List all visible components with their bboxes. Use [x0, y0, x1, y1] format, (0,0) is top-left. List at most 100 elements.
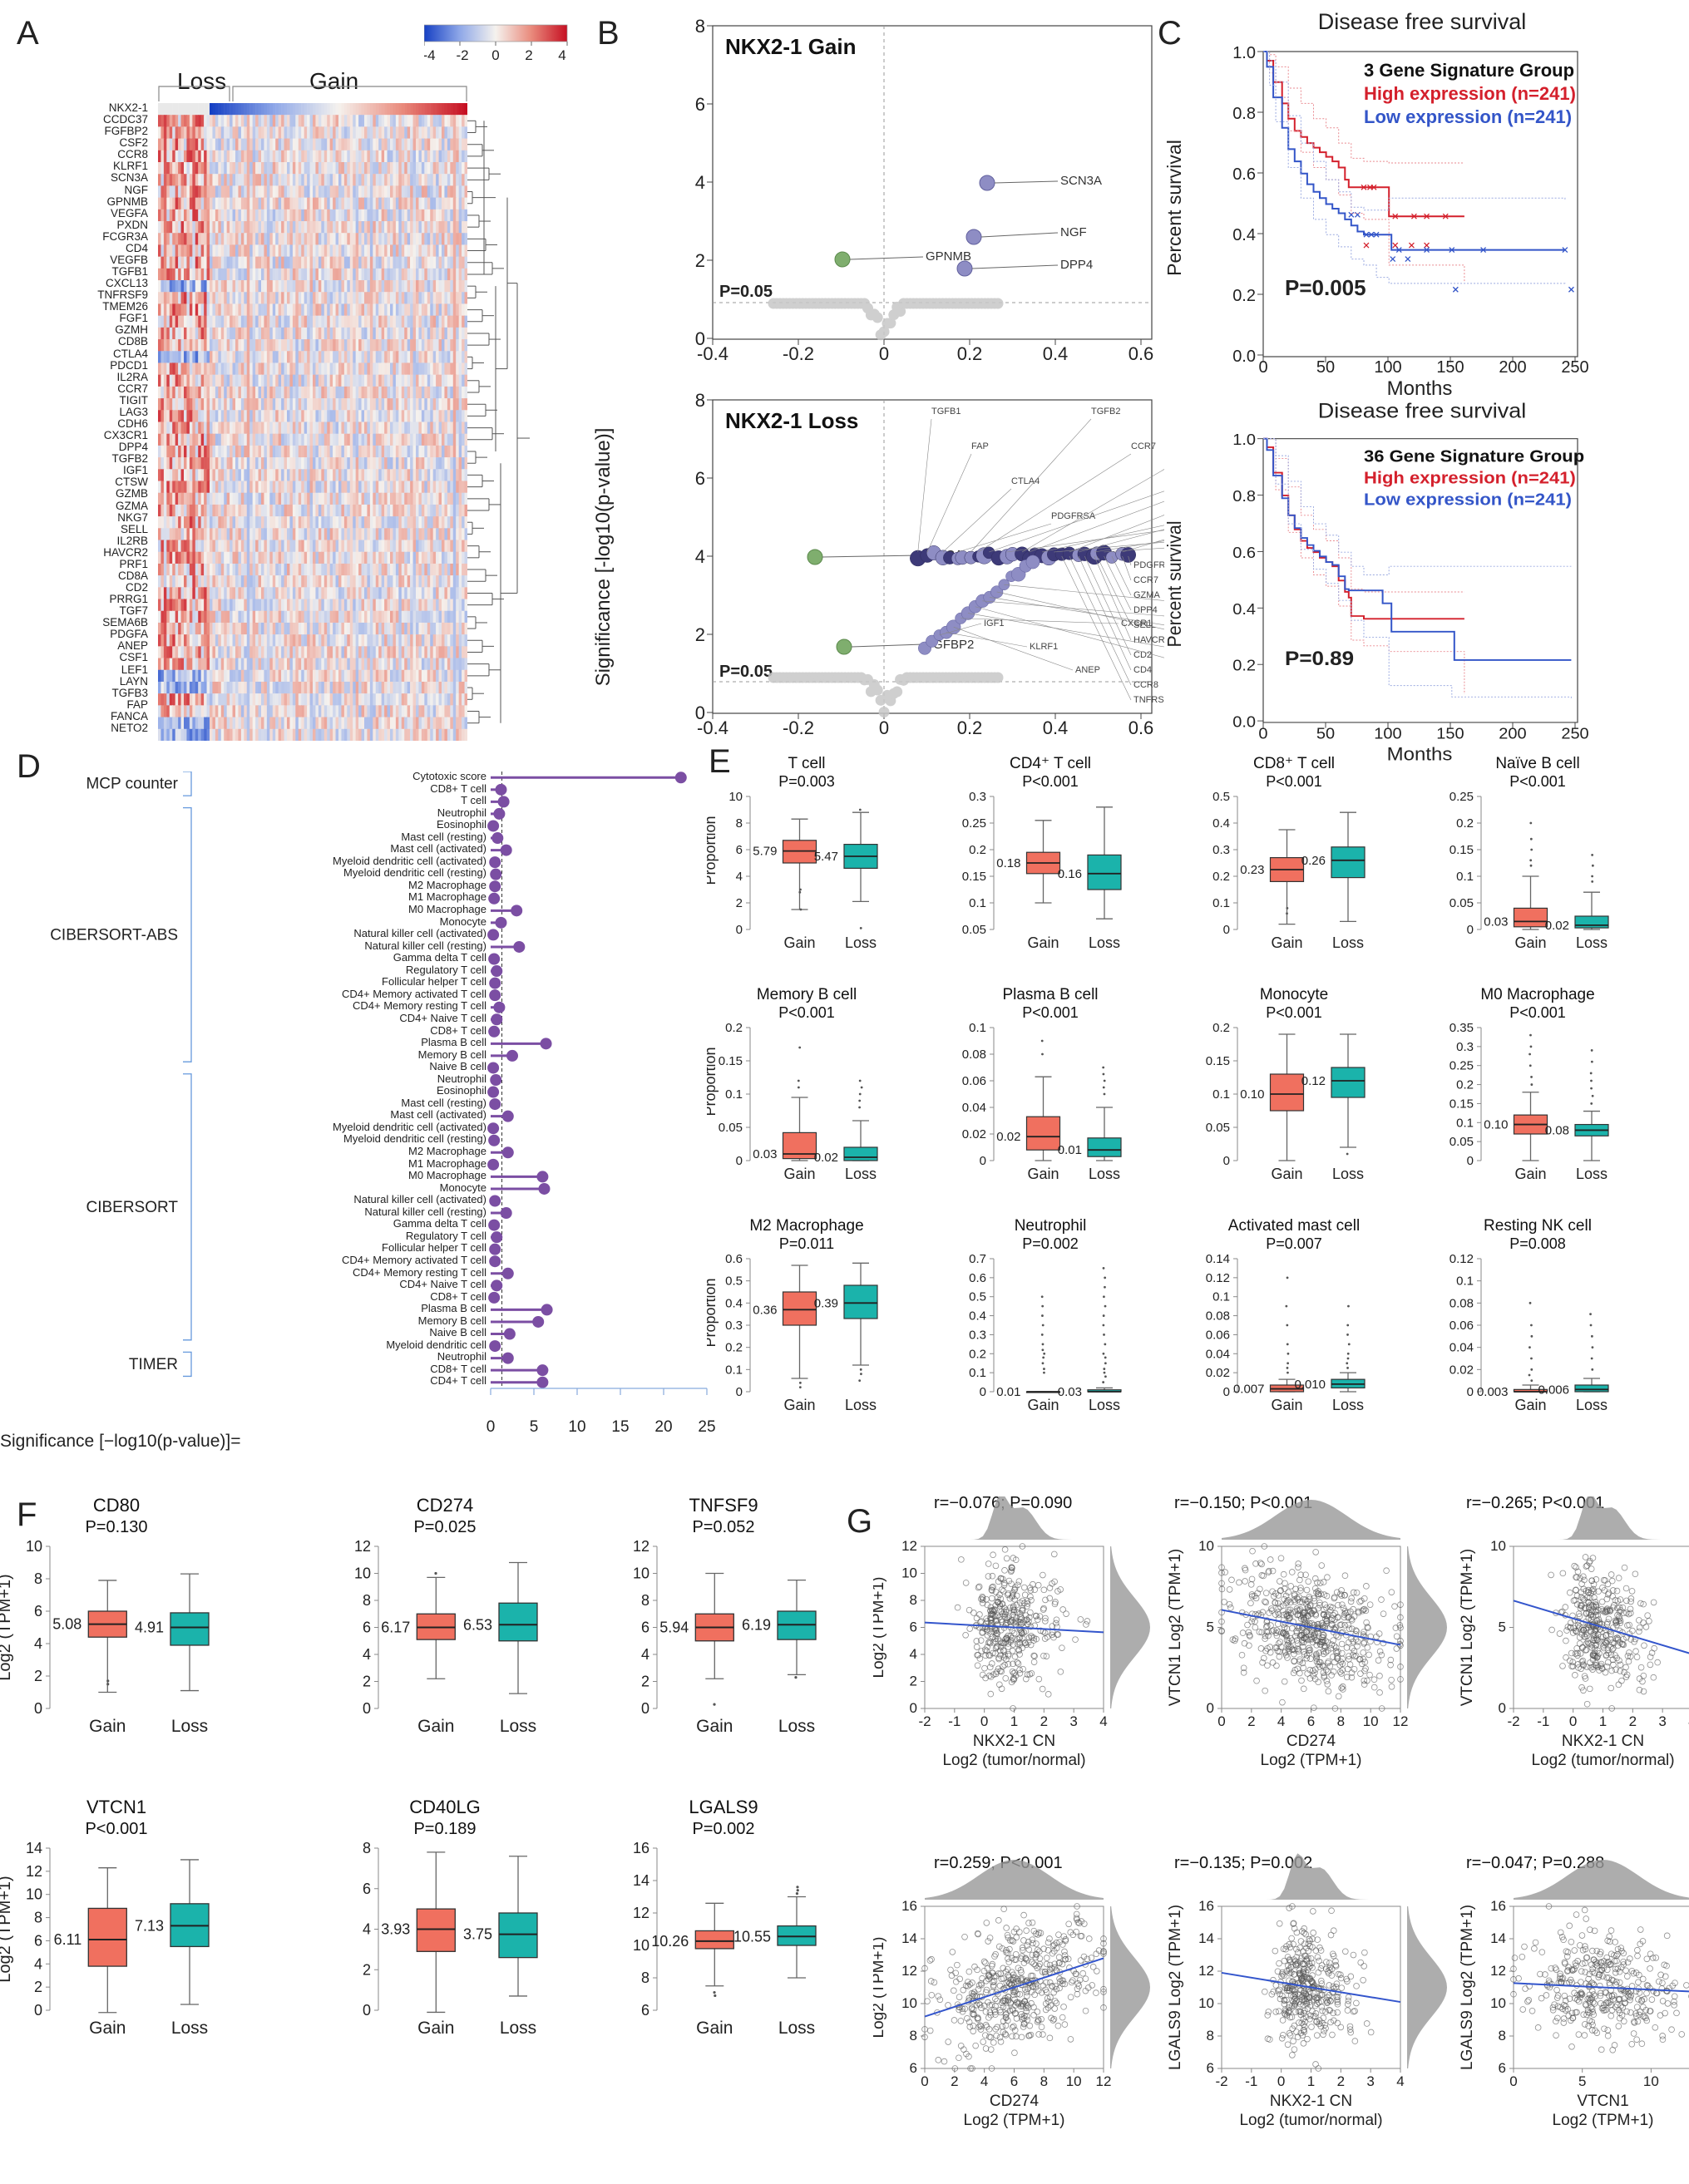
svg-text:0.39: 0.39 — [814, 1296, 838, 1310]
svg-text:0.06: 0.06 — [962, 1074, 986, 1088]
svg-text:3: 3 — [1069, 1713, 1077, 1729]
svg-text:0.02: 0.02 — [1545, 919, 1569, 933]
svg-text:Loss: Loss — [778, 1717, 815, 1736]
svg-text:Significance [-log10(p-value)]: Significance [-log10(p-value)] — [592, 428, 615, 687]
svg-text:0.1: 0.1 — [1212, 896, 1230, 910]
svg-text:VTCN1: VTCN1 — [86, 1797, 146, 1817]
svg-text:0.02: 0.02 — [962, 1127, 986, 1141]
svg-text:P<0.001: P<0.001 — [1266, 1004, 1322, 1021]
svg-text:VTCN1 Log2 (TPM+1): VTCN1 Log2 (TPM+1) — [1167, 1549, 1184, 1707]
svg-text:0.01: 0.01 — [1058, 1143, 1082, 1157]
svg-text:8: 8 — [910, 1592, 917, 1608]
svg-text:8: 8 — [363, 1840, 371, 1856]
svg-text:Gain: Gain — [1271, 934, 1302, 951]
svg-text:0.2: 0.2 — [969, 1347, 986, 1361]
svg-text:0.1: 0.1 — [1456, 1274, 1474, 1289]
svg-text:M0 Macrophage: M0 Macrophage — [1480, 986, 1594, 1003]
svg-text:NKX2-1 Gain: NKX2-1 Gain — [725, 34, 857, 59]
svg-text:0.2: 0.2 — [957, 343, 983, 364]
svg-text:0: 0 — [736, 1154, 743, 1168]
svg-text:0.05: 0.05 — [962, 923, 986, 937]
svg-text:M2 Macrophage: M2 Macrophage — [749, 1217, 863, 1235]
svg-text:4: 4 — [695, 546, 705, 567]
svg-text:0.25: 0.25 — [1449, 790, 1474, 804]
svg-text:4: 4 — [980, 2073, 988, 2089]
svg-text:CD8⁺ T cell: CD8⁺ T cell — [1253, 755, 1335, 772]
svg-text:150: 150 — [1436, 726, 1464, 742]
svg-text:14: 14 — [26, 1840, 42, 1856]
svg-text:0: 0 — [1223, 923, 1230, 937]
svg-text:-1: -1 — [948, 1713, 961, 1729]
svg-text:0.7: 0.7 — [969, 1252, 986, 1266]
svg-text:7.13: 7.13 — [135, 1917, 164, 1934]
svg-text:10.55: 10.55 — [733, 1928, 771, 1945]
svg-text:-2: -2 — [918, 1713, 931, 1729]
svg-text:10: 10 — [633, 1937, 649, 1954]
svg-text:8: 8 — [1337, 1713, 1345, 1729]
svg-text:0.1: 0.1 — [725, 1087, 743, 1102]
svg-text:Neutrophil: Neutrophil — [1015, 1217, 1087, 1235]
svg-text:P=0.007: P=0.007 — [1266, 1235, 1322, 1252]
svg-text:0.1: 0.1 — [1212, 1087, 1230, 1102]
svg-text:0: 0 — [980, 1154, 986, 1168]
svg-text:Loss: Loss — [845, 934, 877, 951]
svg-text:0: 0 — [1499, 1700, 1506, 1716]
svg-text:P=0.002: P=0.002 — [1022, 1235, 1079, 1252]
svg-text:6.19: 6.19 — [742, 1616, 771, 1633]
svg-text:0.6: 0.6 — [1232, 165, 1256, 184]
svg-text:10: 10 — [1490, 1995, 1506, 2011]
svg-text:0.6: 0.6 — [969, 1271, 986, 1285]
svg-text:5: 5 — [1499, 1620, 1506, 1635]
svg-text:6: 6 — [695, 94, 705, 115]
svg-text:Gain: Gain — [417, 2019, 454, 2038]
svg-text:14: 14 — [633, 1872, 649, 1889]
svg-text:Plasma B cell: Plasma B cell — [1002, 986, 1098, 1003]
svg-text:10.26: 10.26 — [651, 1933, 689, 1950]
svg-text:5.08: 5.08 — [52, 1616, 81, 1633]
svg-text:0: 0 — [363, 2002, 371, 2019]
svg-text:5.47: 5.47 — [814, 850, 838, 864]
svg-text:8: 8 — [695, 16, 705, 37]
svg-text:0.1: 0.1 — [969, 1366, 986, 1380]
svg-text:SCN3A: SCN3A — [1060, 174, 1102, 188]
svg-text:3 Gene Signature Group: 3 Gene Signature Group — [1364, 60, 1574, 81]
svg-text:6: 6 — [363, 1881, 371, 1897]
svg-text:0.14: 0.14 — [1206, 1252, 1230, 1266]
svg-text:4: 4 — [1277, 1713, 1285, 1729]
svg-text:0: 0 — [921, 2073, 928, 2089]
svg-text:10: 10 — [1643, 2073, 1659, 2089]
svg-text:Proportion: Proportion — [707, 1278, 719, 1347]
svg-text:16: 16 — [1490, 1898, 1506, 1914]
svg-text:0.04: 0.04 — [1449, 1341, 1474, 1355]
svg-text:Resting NK cell: Resting NK cell — [1484, 1217, 1592, 1235]
svg-text:8: 8 — [1040, 2073, 1048, 2089]
svg-text:0.12: 0.12 — [1449, 1252, 1474, 1266]
svg-text:0: 0 — [1467, 1385, 1474, 1399]
svg-text:P=0.052: P=0.052 — [692, 1518, 754, 1536]
svg-text:0.15: 0.15 — [1449, 843, 1474, 857]
svg-text:5.79: 5.79 — [753, 845, 777, 859]
svg-text:TGFB1: TGFB1 — [931, 407, 961, 417]
svg-text:ANEP: ANEP — [1075, 665, 1100, 675]
svg-text:0.35: 0.35 — [1449, 1021, 1474, 1035]
svg-text:VTCN1 Log2 (TPM+1): VTCN1 Log2 (TPM+1) — [1459, 1549, 1476, 1707]
svg-text:0.8: 0.8 — [1232, 105, 1256, 123]
svg-text:MCP counter: MCP counter — [86, 776, 178, 793]
svg-text:0.5: 0.5 — [1212, 790, 1230, 804]
svg-text:14: 14 — [1198, 1930, 1214, 1946]
svg-text:CD274: CD274 — [417, 1496, 473, 1516]
svg-text:6: 6 — [736, 843, 743, 857]
svg-text:0.1: 0.1 — [1456, 870, 1474, 884]
svg-text:4: 4 — [910, 1646, 917, 1662]
svg-text:0.02: 0.02 — [996, 1130, 1020, 1144]
svg-text:-2: -2 — [1215, 2073, 1227, 2089]
svg-text:Gain: Gain — [696, 1717, 733, 1736]
svg-text:8: 8 — [641, 1970, 649, 1986]
svg-text:P<0.001: P<0.001 — [85, 1820, 147, 1838]
svg-text:4: 4 — [363, 1921, 371, 1938]
svg-text:0: 0 — [736, 923, 743, 937]
svg-text:8: 8 — [736, 816, 743, 831]
svg-text:12: 12 — [1490, 1963, 1506, 1979]
svg-text:0: 0 — [641, 1700, 649, 1717]
svg-text:0.23: 0.23 — [1240, 863, 1264, 877]
